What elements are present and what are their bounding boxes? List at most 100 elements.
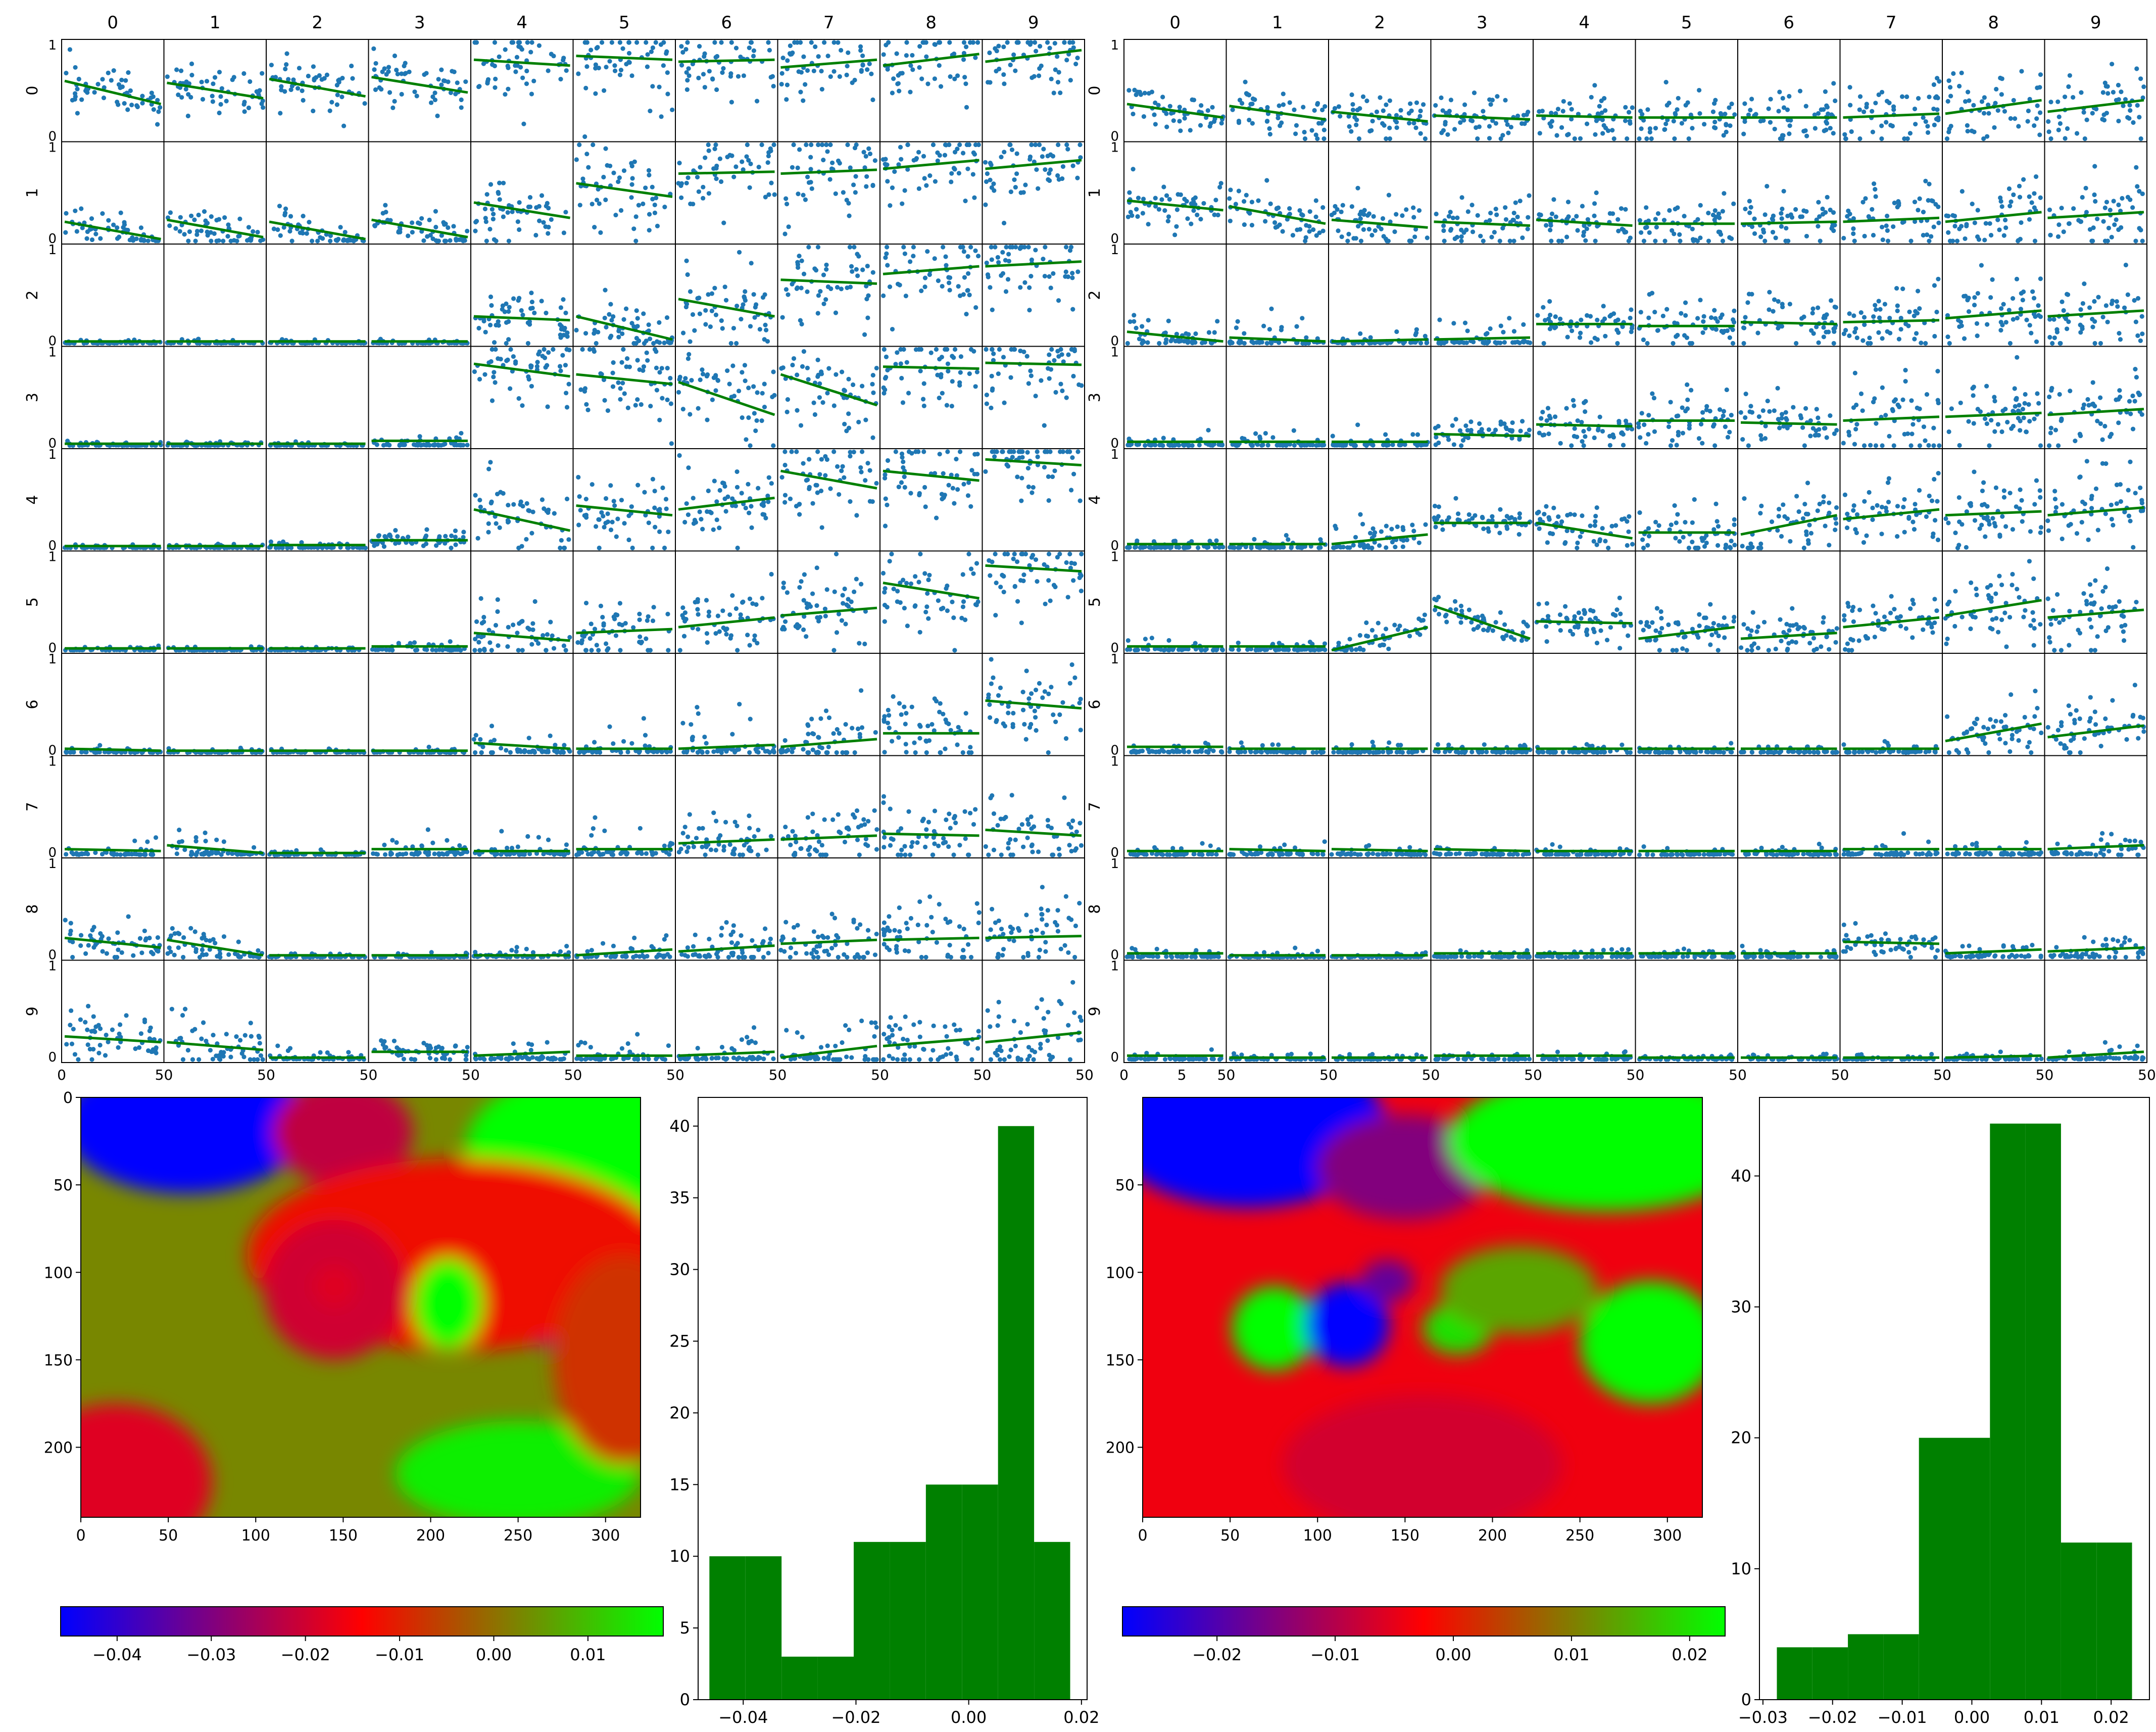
data-point bbox=[706, 292, 711, 297]
data-point bbox=[677, 377, 682, 382]
data-point bbox=[820, 400, 825, 405]
data-point bbox=[846, 201, 851, 206]
cell-frame bbox=[470, 755, 574, 858]
data-point bbox=[944, 720, 949, 725]
data-point bbox=[791, 356, 797, 361]
data-point bbox=[1040, 154, 1045, 159]
trend-line bbox=[576, 55, 673, 61]
data-point bbox=[851, 382, 856, 388]
data-point bbox=[705, 750, 710, 755]
data-point bbox=[432, 851, 437, 856]
data-point bbox=[132, 851, 137, 856]
data-point bbox=[793, 850, 798, 855]
data-point bbox=[382, 66, 387, 71]
data-point bbox=[119, 77, 124, 82]
data-point bbox=[336, 80, 341, 85]
data-point bbox=[650, 545, 655, 551]
data-point bbox=[1009, 147, 1015, 153]
data-point bbox=[801, 193, 806, 198]
data-point bbox=[72, 97, 77, 102]
y-tick-label: 0 bbox=[48, 948, 57, 963]
data-point bbox=[1001, 590, 1006, 595]
data-point bbox=[586, 165, 591, 170]
data-point bbox=[811, 732, 816, 737]
data-point bbox=[430, 236, 435, 242]
data-point bbox=[984, 179, 989, 184]
data-point bbox=[967, 371, 972, 376]
data-point bbox=[859, 469, 864, 474]
data-point bbox=[922, 275, 928, 280]
data-point bbox=[813, 268, 819, 273]
data-point bbox=[652, 202, 657, 208]
data-point bbox=[289, 238, 295, 244]
data-point bbox=[731, 174, 737, 179]
data-point bbox=[803, 82, 808, 87]
data-point bbox=[961, 292, 966, 297]
data-point bbox=[192, 217, 197, 222]
data-point bbox=[696, 75, 701, 80]
data-point bbox=[629, 73, 634, 78]
data-point bbox=[801, 627, 806, 632]
data-point bbox=[998, 685, 1003, 690]
data-point bbox=[923, 40, 928, 45]
data-point bbox=[506, 337, 511, 342]
data-point bbox=[283, 206, 288, 211]
data-point bbox=[291, 77, 296, 82]
data-point bbox=[833, 191, 838, 196]
data-point bbox=[829, 160, 835, 165]
data-point bbox=[930, 852, 935, 857]
data-point bbox=[801, 54, 806, 59]
data-point bbox=[456, 443, 462, 448]
data-point bbox=[779, 82, 784, 87]
data-point bbox=[996, 371, 1001, 376]
scatter-cell bbox=[879, 39, 983, 142]
data-point bbox=[749, 261, 754, 266]
data-point bbox=[828, 486, 833, 491]
data-point bbox=[955, 742, 960, 747]
data-point bbox=[593, 91, 598, 96]
data-point bbox=[592, 349, 597, 354]
data-point bbox=[487, 640, 493, 645]
data-point bbox=[626, 51, 632, 56]
data-point bbox=[1039, 378, 1044, 383]
data-point bbox=[618, 386, 623, 391]
data-point bbox=[610, 852, 616, 857]
scatter-cell bbox=[266, 448, 369, 552]
data-point bbox=[922, 571, 927, 576]
data-point bbox=[598, 371, 603, 376]
data-point bbox=[601, 621, 606, 626]
data-point bbox=[311, 64, 316, 69]
data-point bbox=[968, 745, 973, 750]
data-point bbox=[729, 153, 734, 158]
data-point bbox=[371, 851, 376, 856]
data-point bbox=[629, 741, 634, 746]
data-point bbox=[785, 590, 790, 595]
cell-frame bbox=[572, 141, 676, 245]
scatter-cell bbox=[572, 346, 676, 449]
data-point bbox=[505, 519, 511, 525]
data-point bbox=[720, 608, 725, 613]
data-point bbox=[990, 449, 995, 454]
y-tick-label: 1 bbox=[48, 38, 57, 53]
data-point bbox=[940, 283, 945, 289]
data-point bbox=[1019, 822, 1024, 827]
data-point bbox=[515, 219, 520, 224]
data-point bbox=[508, 750, 513, 755]
data-point bbox=[601, 513, 606, 519]
row-label: 4 bbox=[24, 495, 41, 505]
data-point bbox=[1014, 40, 1019, 45]
cell-frame bbox=[368, 550, 471, 654]
data-point bbox=[957, 383, 962, 388]
data-point bbox=[816, 293, 821, 298]
data-point bbox=[703, 852, 708, 857]
data-point bbox=[883, 523, 888, 528]
data-point bbox=[836, 611, 842, 616]
data-point bbox=[806, 180, 812, 185]
data-point bbox=[210, 93, 215, 99]
data-point bbox=[256, 948, 261, 953]
data-point bbox=[903, 721, 908, 727]
data-point bbox=[611, 360, 616, 365]
data-point bbox=[566, 537, 571, 542]
data-point bbox=[913, 347, 919, 352]
data-point bbox=[494, 521, 499, 526]
